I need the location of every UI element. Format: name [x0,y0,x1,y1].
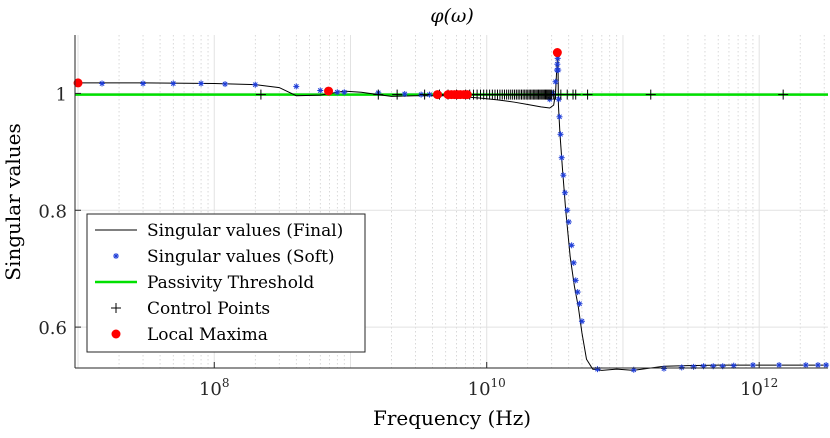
legend-label: Local Maxima [147,325,268,345]
x-tick-label-exponent: 12 [763,376,778,390]
control-point [255,89,266,100]
x-tick-label-exponent: 10 [491,376,506,390]
x-tick-label-base: 10 [199,379,222,400]
legend-swatch-dot [111,329,121,339]
series-layer [73,48,830,373]
local-maximum-point [462,90,472,100]
soft-singular-value-point [574,289,581,296]
soft-singular-value-point [576,300,583,307]
control-point [570,89,581,100]
soft-singular-value-point [565,218,572,225]
x-tick-label: 1010 [468,376,506,400]
local-maximum-point [432,90,442,100]
soft-singular-value-point [594,366,601,373]
soft-singular-value-point [578,318,585,325]
y-tick-label: 1 [56,84,67,105]
soft-singular-value-point [558,154,565,161]
soft-singular-value-point [198,80,205,87]
legend: Singular values (Final) Singular values (… [86,213,366,353]
soft-singular-value-point [730,362,737,369]
soft-singular-value-point [570,259,577,266]
legend-label: Singular values (Soft) [147,247,335,267]
soft-singular-value-point [222,81,229,88]
chart-title: φ(ω) [430,5,474,27]
soft-singular-value-point [690,363,697,370]
control-point [645,89,656,100]
x-tick-label: 1012 [740,376,778,400]
x-tick-label: 108 [199,376,230,400]
y-axis-label: Singular values [1,123,25,281]
x-axis-label: Frequency (Hz) [373,406,531,430]
soft-singular-value-point [252,81,259,88]
control-point [778,89,789,100]
soft-singular-value-point [660,365,667,372]
control-point [392,89,403,100]
soft-singular-value-point [341,89,348,96]
soft-singular-value-point [552,78,559,85]
soft-singular-value-point [334,89,341,96]
x-tick-label-base: 10 [468,379,491,400]
x-tick-label-base: 10 [740,379,763,400]
soft-singular-value-point [561,189,568,196]
soft-singular-value-point [99,80,106,87]
legend-swatch-asterisk [113,253,119,259]
soft-singular-value-point [572,277,579,284]
soft-singular-value-point [554,61,561,68]
soft-singular-value-point [401,91,408,98]
soft-singular-value-point [776,362,783,369]
control-point [419,89,430,100]
soft-singular-value-point [823,362,830,369]
soft-singular-value-point [678,364,685,371]
legend-label: Control Points [147,299,270,319]
soft-singular-value-point [556,113,563,120]
control-point [582,89,593,100]
local-maximum-point [324,86,334,96]
soft-singular-value-point [802,362,809,369]
soft-singular-value-point [560,172,567,179]
soft-singular-value-point [555,67,562,74]
soft-singular-value-point [749,362,756,369]
x-tick-label-exponent: 8 [222,376,230,390]
soft-singular-value-point [140,80,147,87]
local-maximum-point [73,78,83,88]
legend-label: Passivity Threshold [147,273,314,293]
soft-singular-value-point [564,207,571,214]
control-point [373,89,384,100]
soft-singular-value-point [293,83,300,90]
y-tick-label: 0.8 [38,201,67,222]
local-maximum-point [552,48,562,58]
legend-swatch-plus [111,303,121,313]
soft-singular-value-point [814,362,821,369]
legend-label: Singular values (Final) [147,221,343,241]
soft-singular-value-point [568,242,575,249]
soft-singular-value-point [557,131,564,138]
soft-singular-value-point [170,80,177,87]
soft-singular-value-point [317,87,324,94]
y-tick-label: 0.6 [38,318,67,339]
